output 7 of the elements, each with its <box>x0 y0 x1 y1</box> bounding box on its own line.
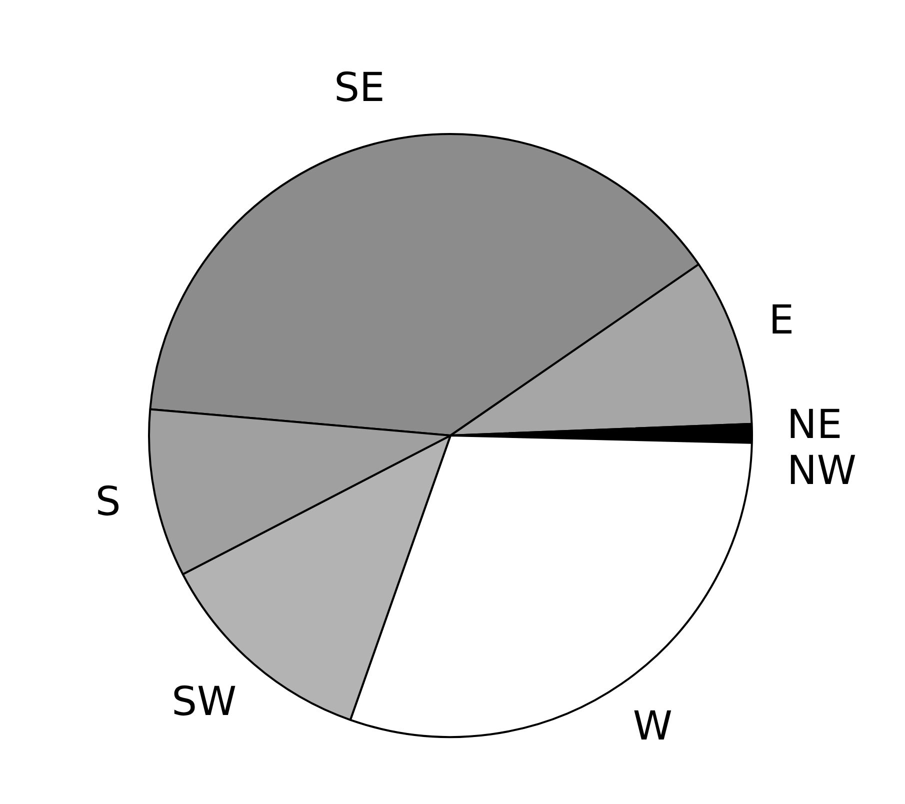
slice-label: SE <box>334 65 385 112</box>
slice-label: NW <box>786 448 856 494</box>
slice-label: NE <box>786 402 842 448</box>
slice-label: E <box>768 297 794 344</box>
slice-label: W <box>632 703 672 750</box>
slice-label: SW <box>172 678 237 725</box>
slice-label: S <box>95 479 121 526</box>
